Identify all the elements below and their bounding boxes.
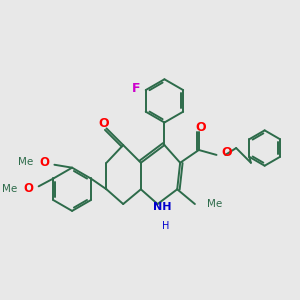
Text: Me: Me <box>207 199 222 209</box>
Text: F: F <box>132 82 140 94</box>
Text: H: H <box>162 221 169 231</box>
Text: O: O <box>196 121 206 134</box>
Text: O: O <box>98 117 109 130</box>
Text: Me: Me <box>18 157 33 167</box>
Text: O: O <box>24 182 34 195</box>
Text: O: O <box>40 156 50 169</box>
Text: NH: NH <box>153 202 172 212</box>
Text: Me: Me <box>2 184 17 194</box>
Text: O: O <box>221 146 232 159</box>
